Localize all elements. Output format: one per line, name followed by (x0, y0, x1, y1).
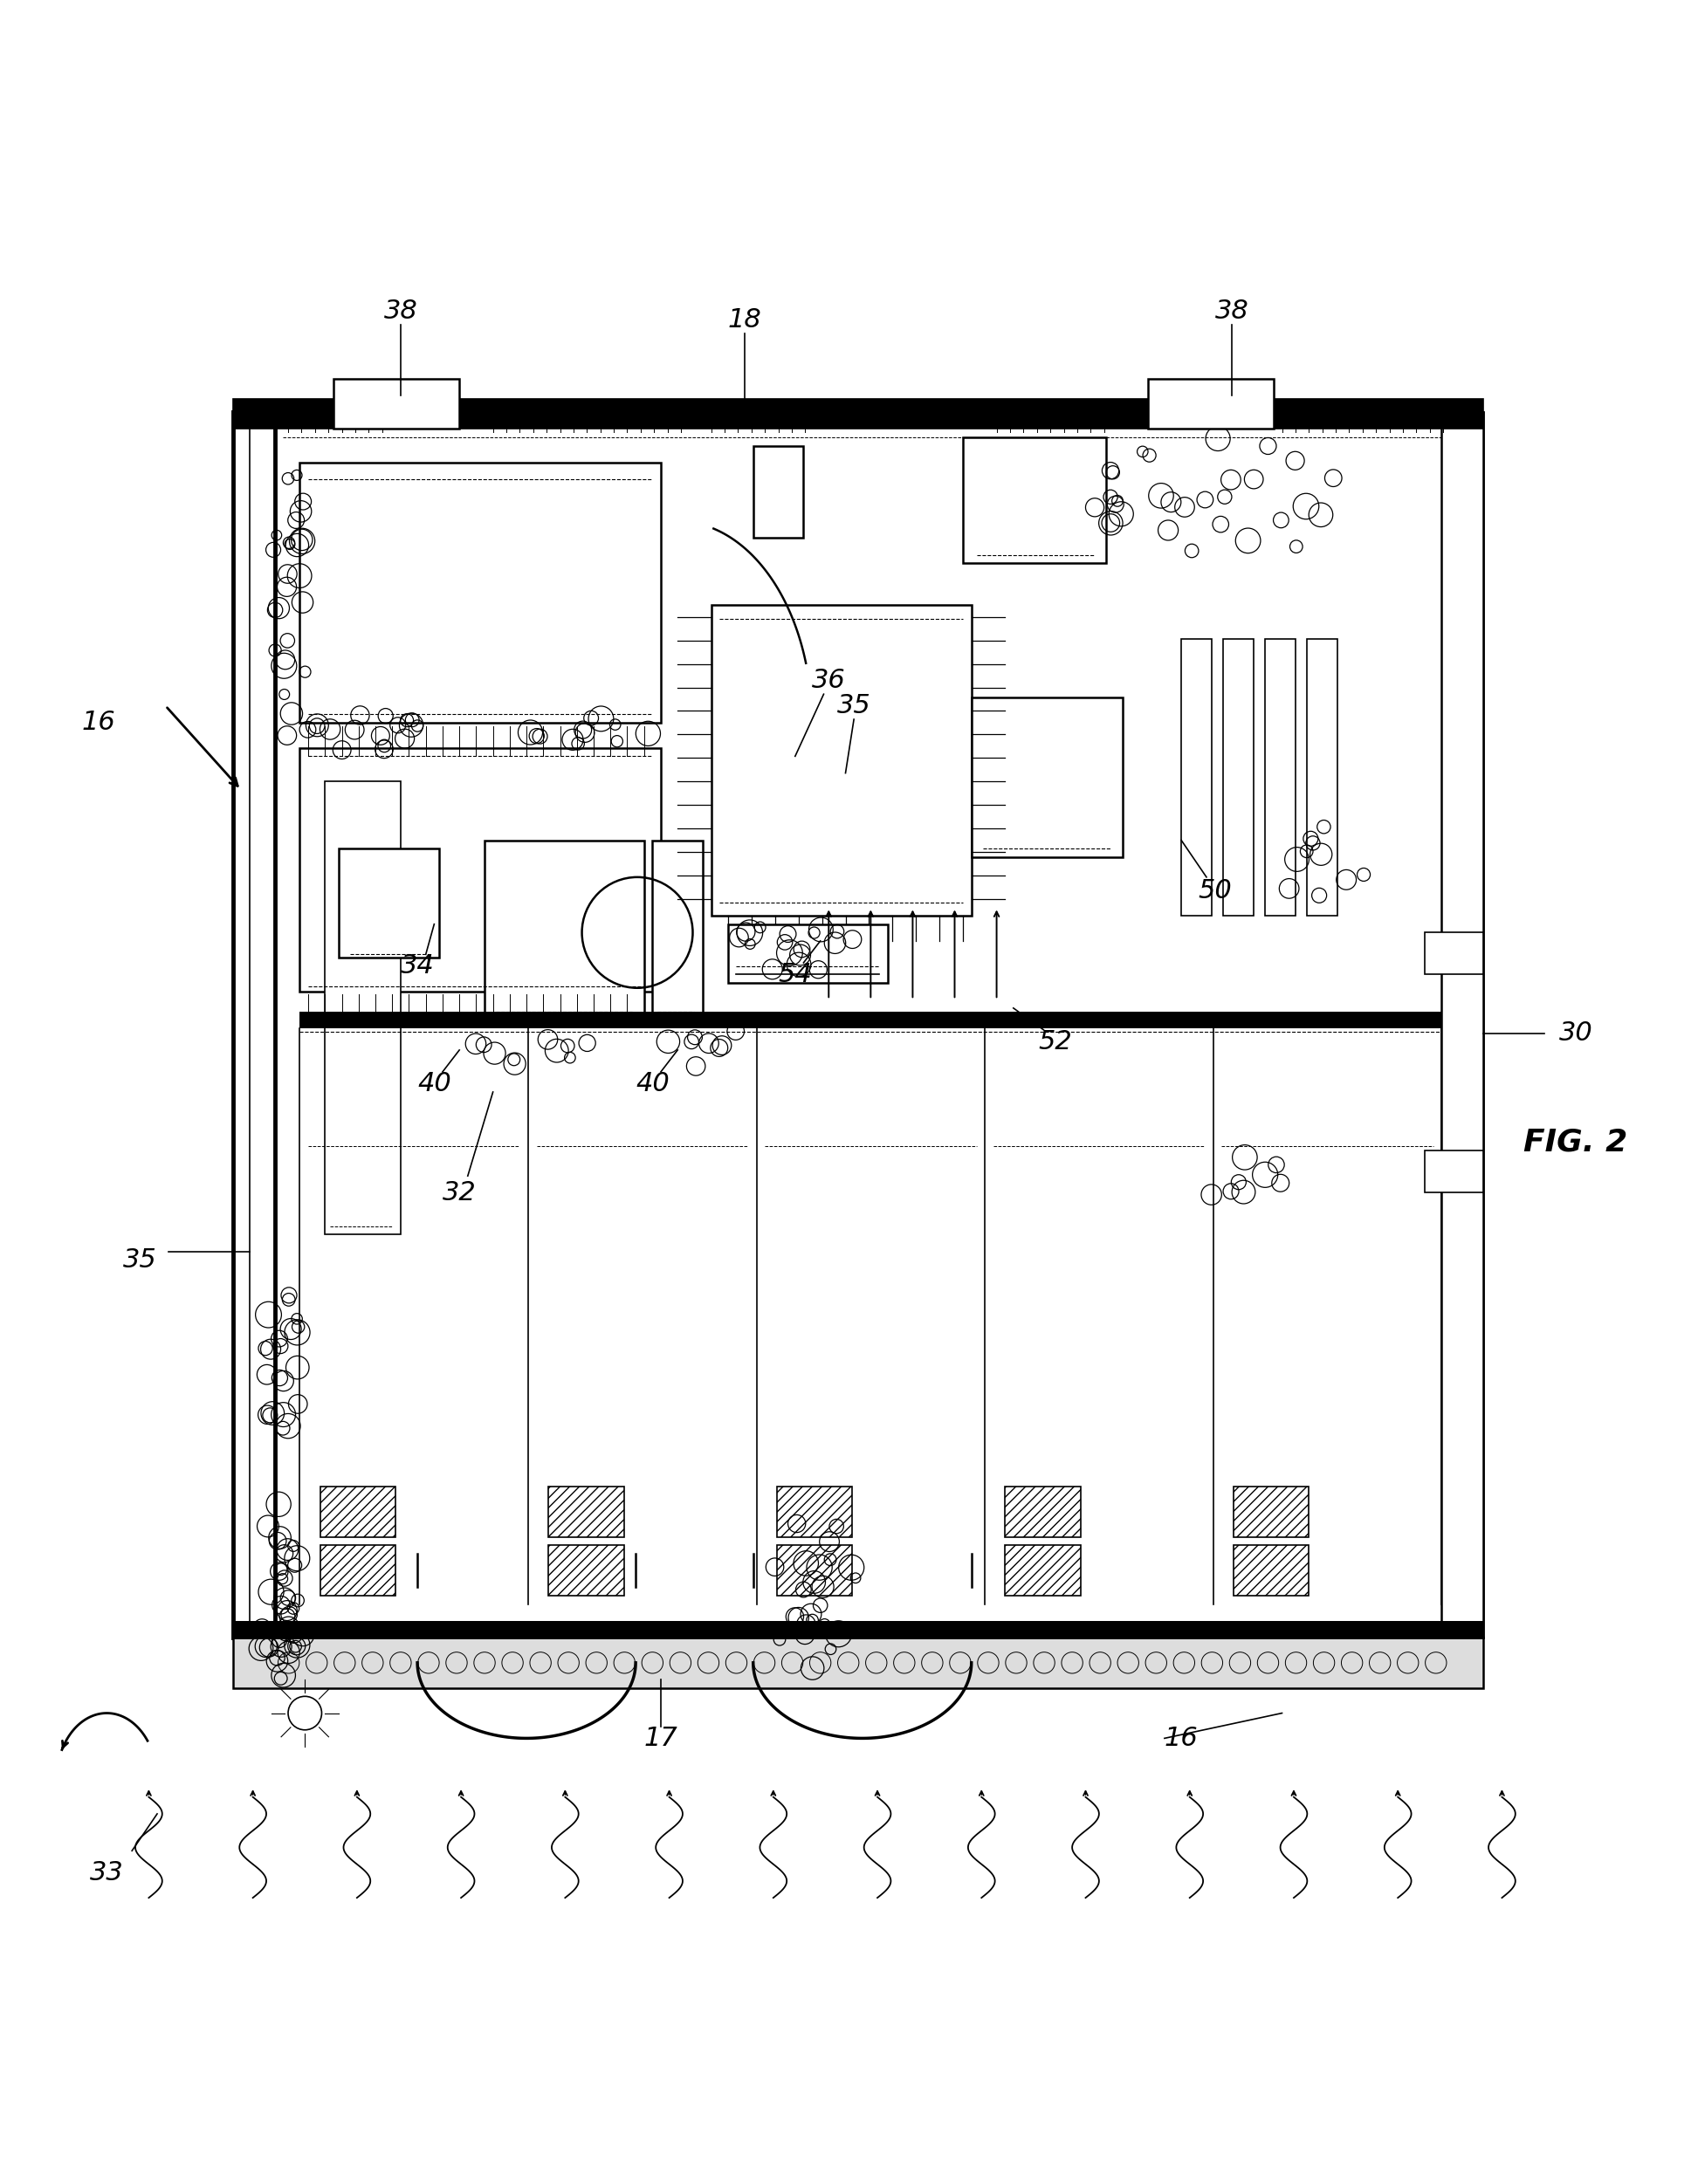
Bar (729, 924, 888, 983)
Text: 54: 54 (778, 961, 812, 987)
Bar (233, 400, 1483, 428)
Text: 30: 30 (1559, 1020, 1593, 1046)
Text: 50: 50 (1197, 878, 1231, 904)
Bar (1265, 638, 1295, 915)
Bar (1004, 1487, 1081, 1538)
Text: 40: 40 (418, 1070, 451, 1096)
Bar (1004, 1546, 1081, 1597)
Text: 33: 33 (90, 1861, 123, 1885)
Bar (320, 1546, 396, 1597)
Bar (233, 1638, 1483, 1688)
Bar (299, 1011, 1441, 1029)
Bar (299, 463, 661, 723)
Text: 17: 17 (644, 1725, 678, 1752)
Bar (320, 1487, 396, 1538)
Bar (1307, 638, 1338, 915)
Text: 38: 38 (384, 299, 418, 323)
Bar (962, 437, 1106, 563)
Bar (338, 850, 440, 959)
Text: 32: 32 (443, 1179, 477, 1206)
Text: 18: 18 (727, 308, 761, 332)
Bar (233, 1621, 1483, 1638)
Bar (1441, 413, 1483, 1638)
Bar (1148, 378, 1273, 428)
Bar (1182, 638, 1211, 915)
Bar (1233, 1546, 1309, 1597)
Bar (548, 1487, 624, 1538)
Bar (1426, 933, 1483, 974)
Bar (299, 747, 661, 992)
Text: 16: 16 (81, 710, 115, 736)
Bar (712, 605, 971, 915)
Text: 34: 34 (401, 954, 435, 978)
Text: 40: 40 (636, 1070, 670, 1096)
Text: 35: 35 (837, 692, 871, 719)
Bar (548, 1546, 624, 1597)
Bar (1233, 1487, 1309, 1538)
Bar (485, 841, 644, 1016)
Bar (333, 378, 460, 428)
Text: 52: 52 (1038, 1029, 1072, 1055)
Bar (776, 1487, 852, 1538)
Text: 36: 36 (812, 668, 846, 692)
Bar (752, 446, 803, 537)
Bar (971, 697, 1123, 856)
Bar (233, 413, 274, 1638)
Bar (325, 782, 401, 1234)
Bar (1223, 638, 1253, 915)
Text: FIG. 2: FIG. 2 (1524, 1127, 1628, 1158)
Bar (776, 1546, 852, 1597)
Bar (653, 841, 703, 1016)
Text: 38: 38 (1214, 299, 1248, 323)
Text: 35: 35 (123, 1247, 157, 1273)
Bar (1426, 1151, 1483, 1192)
Bar (265, 413, 1483, 1638)
Text: 16: 16 (1165, 1725, 1199, 1752)
